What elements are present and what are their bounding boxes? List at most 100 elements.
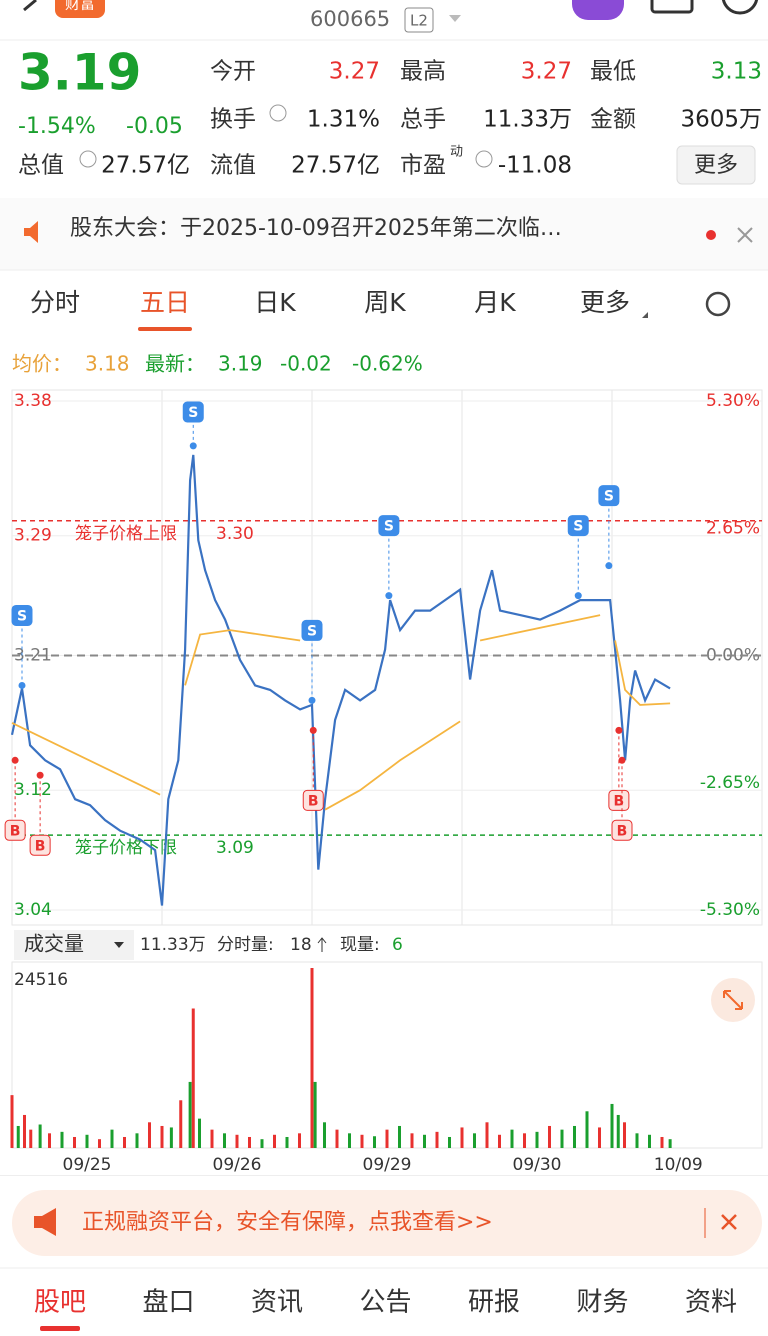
avatar[interactable] xyxy=(572,0,624,20)
tab[interactable]: 周K xyxy=(364,288,406,317)
y-tick-label: 3.38 xyxy=(14,391,52,411)
info-icon[interactable] xyxy=(475,150,493,168)
field-label: 今开 xyxy=(210,59,256,85)
dropdown-icon[interactable] xyxy=(449,15,461,22)
average-line xyxy=(11,614,671,811)
marker-label[interactable]: B xyxy=(614,793,625,809)
marker-badge[interactable] xyxy=(301,619,323,641)
volume-bar xyxy=(148,1122,151,1148)
volume-bar xyxy=(573,1125,576,1148)
info-icon[interactable] xyxy=(79,150,97,168)
marker-label[interactable]: S xyxy=(17,608,27,624)
close-icon[interactable] xyxy=(737,227,753,243)
banner-close[interactable] xyxy=(721,1214,737,1230)
volume-bar xyxy=(260,1139,264,1148)
nav-item[interactable]: 资讯 xyxy=(251,1288,303,1318)
x-tick-label: 09/25 xyxy=(63,1155,112,1175)
last-change: -0.02 xyxy=(280,352,332,376)
volume-bar xyxy=(323,1122,326,1148)
volume-bar xyxy=(448,1136,451,1148)
marker-label[interactable]: B xyxy=(308,793,319,809)
tab[interactable]: 分时 xyxy=(30,288,80,317)
volume-bar xyxy=(23,1114,26,1148)
marker-label[interactable]: B xyxy=(617,823,628,839)
marker-badge[interactable] xyxy=(29,834,51,856)
tab[interactable]: 更多 xyxy=(580,288,630,317)
marker-badge[interactable] xyxy=(598,485,620,507)
avg-value: 3.18 xyxy=(85,352,130,376)
marker-label[interactable]: B xyxy=(10,823,21,839)
volume-bar xyxy=(598,1127,601,1148)
field-label: 总手 xyxy=(400,107,446,133)
marker-badge[interactable] xyxy=(608,789,630,811)
marker-label[interactable]: S xyxy=(384,519,394,535)
nav-item[interactable]: 公告 xyxy=(359,1288,411,1318)
tab[interactable]: 日K xyxy=(254,288,296,317)
nav-item[interactable]: 研报 xyxy=(468,1288,520,1318)
marker-badge[interactable] xyxy=(302,789,324,811)
tab[interactable]: 五日 xyxy=(140,288,190,317)
marker-label[interactable]: S xyxy=(188,405,198,421)
nav-item[interactable]: 资料 xyxy=(685,1288,737,1318)
marker-label[interactable]: S xyxy=(604,489,614,505)
marker-badge[interactable] xyxy=(611,819,633,841)
red-dot xyxy=(706,230,716,240)
logo-text: 财富 xyxy=(65,0,95,13)
field-value: 1.31% xyxy=(307,107,380,133)
banner-text[interactable]: 正规融资平台，安全有保障，点我查看>> xyxy=(82,1210,493,1235)
icon[interactable] xyxy=(650,0,694,14)
volume-bar xyxy=(85,1134,89,1148)
nav-item[interactable]: 盘口 xyxy=(142,1288,194,1318)
price-chart: 3.383.293.213.123.045.30%2.65%0.00%-2.65… xyxy=(4,390,762,925)
volume-bar xyxy=(38,1124,42,1148)
volume-bar xyxy=(48,1133,51,1148)
last-change-pct: -0.62% xyxy=(352,352,423,376)
divider xyxy=(0,1175,768,1176)
y2-tick-label: -5.30% xyxy=(700,900,760,920)
volume-bar xyxy=(235,1134,239,1148)
more-text[interactable]: 更多 xyxy=(694,153,738,178)
more-button[interactable] xyxy=(676,145,756,185)
tab[interactable]: 月K xyxy=(474,288,516,317)
notice-bar[interactable] xyxy=(0,198,768,270)
info-icon[interactable] xyxy=(269,104,287,122)
banner[interactable] xyxy=(12,1190,762,1256)
volume-bar xyxy=(648,1134,651,1148)
speaker-icon xyxy=(24,221,38,243)
marker-badge[interactable] xyxy=(378,515,400,537)
marker-badge[interactable] xyxy=(182,401,204,423)
volume-bar xyxy=(435,1131,439,1148)
change-pct: -1.54% xyxy=(18,114,96,139)
search-icon[interactable] xyxy=(721,0,759,15)
volume-bar xyxy=(223,1133,226,1148)
volume-bar xyxy=(10,1095,14,1148)
field-value: 11.33万 xyxy=(483,107,572,133)
back-icon[interactable] xyxy=(23,0,37,12)
marker-label[interactable]: S xyxy=(307,623,317,639)
volume-selector[interactable] xyxy=(14,930,134,960)
settings-icon[interactable] xyxy=(705,291,731,317)
y-tick-label: 3.29 xyxy=(14,526,52,546)
field-label: 最低 xyxy=(590,59,636,85)
nav-item[interactable]: 股吧 xyxy=(34,1288,86,1318)
field-value: -11.08 xyxy=(498,153,572,179)
marker-badge[interactable] xyxy=(4,819,26,841)
marker-dot xyxy=(615,726,623,734)
bottom-nav: 股吧 盘口 资讯 公告 研报 财务 资料 xyxy=(34,1288,737,1331)
nav-item[interactable]: 财务 xyxy=(576,1288,628,1318)
notice-text[interactable]: 股东大会：于2025-10-09召开2025年第二次临… xyxy=(70,216,562,241)
marker-label[interactable]: B xyxy=(35,838,46,854)
marker-dot xyxy=(11,756,19,764)
marker-badge[interactable] xyxy=(567,515,589,537)
volume-bar xyxy=(473,1133,476,1148)
field-label: 市盈 xyxy=(400,153,446,179)
megaphone-icon xyxy=(34,1208,56,1236)
volume-total: 11.33万 xyxy=(140,935,206,955)
volume-selector-text[interactable]: 成交量 xyxy=(24,932,84,956)
marker-dot xyxy=(605,562,613,570)
field-label: 金额 xyxy=(590,107,636,133)
marker-label[interactable]: S xyxy=(573,519,583,535)
marker-badge[interactable] xyxy=(11,604,33,626)
field-value: 27.57亿 xyxy=(101,153,190,179)
price-limit-label: 笼子价格上限 xyxy=(75,524,177,544)
